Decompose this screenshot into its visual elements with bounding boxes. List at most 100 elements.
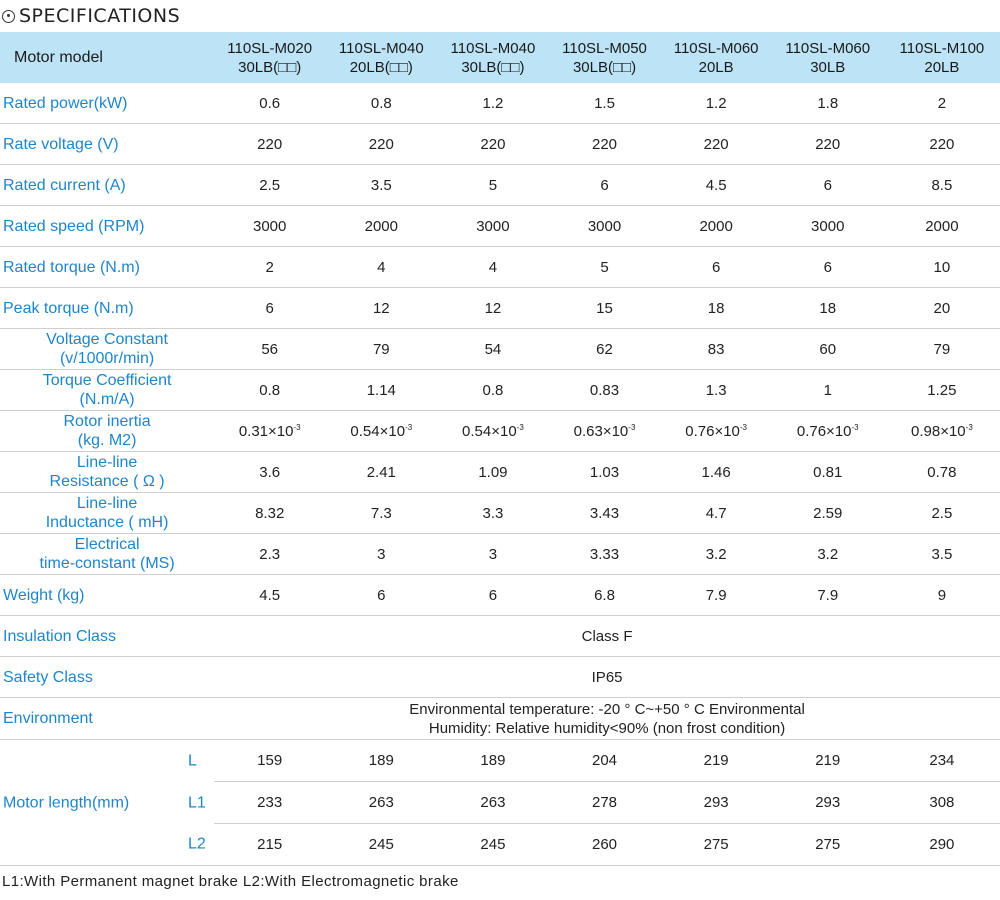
table-cell: 2000 xyxy=(660,205,772,247)
table-cell: 3 xyxy=(437,533,549,575)
table-cell: 220 xyxy=(548,123,661,165)
table-cell: 215 xyxy=(214,823,326,866)
row-label: Weight (kg) xyxy=(0,574,215,616)
table-cell: 1.2 xyxy=(660,83,772,124)
exponent: -3 xyxy=(851,422,859,432)
table-cell: 204 xyxy=(548,739,661,782)
table-cell: 6 xyxy=(771,164,884,206)
table-cell: 1.25 xyxy=(883,369,1000,411)
table-cell: 189 xyxy=(437,739,549,782)
row-label: Rated power(kW) xyxy=(0,83,215,124)
exponent: -3 xyxy=(739,422,748,432)
table-cell: 290 xyxy=(883,823,1000,866)
motor-length-row: L 159 189 189 204 219 219 234 xyxy=(0,739,1000,782)
table-cell: 0.83 xyxy=(548,369,661,411)
table-row: Torque Coefficient (N.m/A) 0.8 1.14 0.8 0.83 1… xyxy=(0,369,1000,411)
table-row: Line-line Inductance ( mH) 8.32 7.3 3.3 3.43 4… xyxy=(0,492,1000,534)
table-cell: 3.2 xyxy=(660,533,772,575)
table-cell: 220 xyxy=(660,123,772,165)
table-cell: 18 xyxy=(660,287,772,329)
table-cell: 245 xyxy=(437,823,549,866)
table-cell: 0.8 xyxy=(437,369,549,411)
row-label: Insulation Class xyxy=(0,615,215,657)
table-cell: 9 xyxy=(883,574,1000,616)
table-cell: 0.76×10-3 xyxy=(771,410,884,452)
table-cell: 4.5 xyxy=(214,574,326,616)
model-header: 110SL-M060 20LB xyxy=(660,32,772,83)
table-cell: 2000 xyxy=(883,205,1000,247)
table-row: Rated power(kW) 0.6 0.8 1.2 1.5 1.2 1.8 2 xyxy=(0,83,1000,124)
row-label: Electrical time-constant (MS) xyxy=(0,533,215,575)
table-cell: 2 xyxy=(883,83,1000,124)
model-header: 110SL-M060 30LB xyxy=(771,32,884,83)
table-cell: 2.5 xyxy=(214,164,326,206)
table-cell: 2.3 xyxy=(214,533,326,575)
table-cell: 3.5 xyxy=(883,533,1000,575)
table-row: Voltage Constant (v/1000r/min) 56 79 54 62 83 6… xyxy=(0,328,1000,370)
exponent: -3 xyxy=(293,422,301,432)
table-cell: 3.3 xyxy=(437,492,549,534)
table-cell: 0.63×10-3 xyxy=(548,410,661,452)
model-header: 110SL-M040 20LB(□□) xyxy=(325,32,438,83)
table-cell: 2.5 xyxy=(883,492,1000,534)
table-cell: 2.59 xyxy=(771,492,884,534)
row-label: Rated speed (RPM) xyxy=(0,205,215,247)
table-cell: 220 xyxy=(437,123,549,165)
row-label: Motor length(mm) L1 xyxy=(0,782,214,824)
row-label: Line-line Resistance ( Ω ) xyxy=(0,451,215,493)
table-row: Electrical time-constant (MS) 2.3 3 3 3.33 3.2… xyxy=(0,533,1000,575)
table-cell: 2 xyxy=(214,246,326,288)
table-cell: 3000 xyxy=(437,205,549,247)
exponent: -3 xyxy=(628,422,636,432)
table-cell: 1.46 xyxy=(660,451,772,493)
table-cell: 15 xyxy=(548,287,661,329)
row-label: Voltage Constant (v/1000r/min) xyxy=(0,328,215,370)
table-cell: 263 xyxy=(325,781,438,824)
exponent: -3 xyxy=(405,422,413,432)
table-cell: 0.8 xyxy=(325,83,438,124)
table-cell: 159 xyxy=(214,739,326,782)
table-row: Rotor inertia (kg. M2) 0.31×10-3 0.54×10-3 0… xyxy=(0,410,1000,452)
table-cell: 12 xyxy=(325,287,438,329)
table-cell: 6 xyxy=(437,574,549,616)
row-label: Rate voltage (V) xyxy=(0,123,215,165)
table-cell: 7.9 xyxy=(771,574,884,616)
table-cell: 60 xyxy=(771,328,884,370)
table-cell: 3000 xyxy=(214,205,326,247)
motor-length-label: Motor length(mm) xyxy=(3,794,130,811)
row-label: Peak torque (N.m) xyxy=(0,287,215,329)
table-cell: 5 xyxy=(437,164,549,206)
table-cell: 3.2 xyxy=(771,533,884,575)
table-cell: 0.31×10-3 xyxy=(214,410,326,452)
table-row: Rated current (A) 2.5 3.5 5 6 4.5 6 8.5 xyxy=(0,164,1000,206)
table-cell: 6 xyxy=(660,246,772,288)
table-cell: 234 xyxy=(883,739,1000,782)
motor-length-row: Motor length(mm) L1 233 263 263 278 293 293 308 xyxy=(0,781,1000,824)
model-header: 110SL-M100 20LB xyxy=(883,32,1000,83)
table-cell: 0.98×10-3 xyxy=(883,410,1000,452)
table-cell: 8.5 xyxy=(883,164,1000,206)
insulation-row: Insulation Class Class F xyxy=(0,615,1000,657)
table-cell: 3.43 xyxy=(548,492,661,534)
table-cell: 219 xyxy=(771,739,884,782)
row-label: Line-line Inductance ( mH) xyxy=(0,492,215,534)
length-type-label: L1 xyxy=(188,794,206,811)
row-label: Rotor inertia (kg. M2) xyxy=(0,410,215,452)
motor-length-row: L2 215 245 245 260 275 275 290 xyxy=(0,823,1000,866)
table-row: Rate voltage (V) 220 220 220 220 220 220 220 xyxy=(0,123,1000,165)
table-cell: 7.9 xyxy=(660,574,772,616)
table-cell: 6 xyxy=(325,574,438,616)
table-cell: 1 xyxy=(771,369,884,411)
exponent: -3 xyxy=(516,422,524,432)
table-cell: 220 xyxy=(325,123,438,165)
exponent: -3 xyxy=(965,422,973,432)
table-cell: 4.7 xyxy=(660,492,772,534)
row-label: Torque Coefficient (N.m/A) xyxy=(0,369,215,411)
table-cell: 1.3 xyxy=(660,369,772,411)
table-row: Line-line Resistance ( Ω ) 3.6 2.41 1.09 1.03… xyxy=(0,451,1000,493)
safety-row: Safety Class IP65 xyxy=(0,656,1000,698)
table-cell: 260 xyxy=(548,823,661,866)
table-cell: 56 xyxy=(214,328,326,370)
table-cell: 263 xyxy=(437,781,549,824)
table-cell: 1.14 xyxy=(325,369,438,411)
